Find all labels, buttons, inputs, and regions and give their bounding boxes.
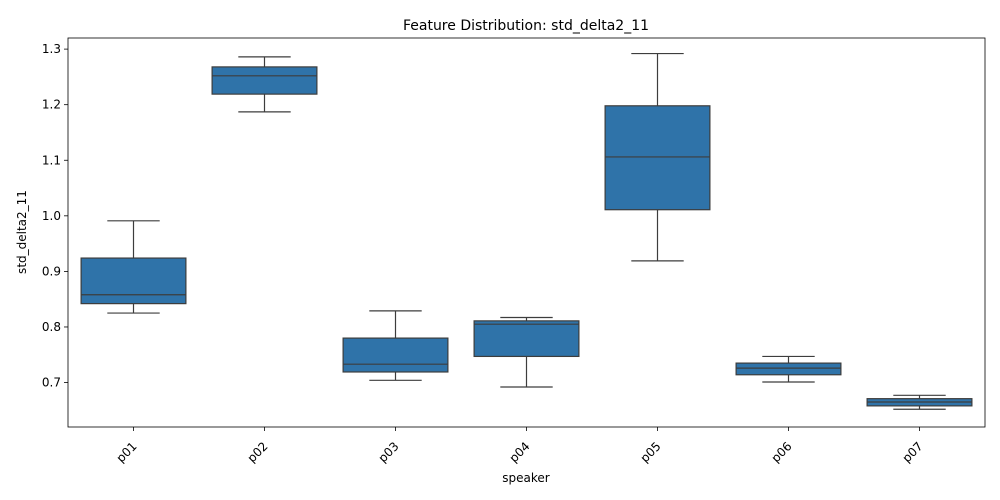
box-p01 xyxy=(80,220,187,314)
box-p07 xyxy=(866,394,973,410)
box-body xyxy=(473,320,580,358)
x-tick-label-p02: p02 xyxy=(245,439,271,465)
box-body xyxy=(342,337,449,373)
y-axis: 0.7 0.8 0.9 1.0 1.1 1.2 1.3 xyxy=(42,42,68,390)
x-tick-label-p06: p06 xyxy=(769,439,795,465)
y-tick-label: 1.1 xyxy=(42,153,61,167)
box-body xyxy=(604,105,711,211)
x-tick-label-p07: p07 xyxy=(900,439,926,465)
x-tick-label-p03: p03 xyxy=(376,439,402,465)
y-tick-label: 0.7 xyxy=(42,376,61,390)
y-axis-label: std_delta2_11 xyxy=(15,190,29,274)
plot-area xyxy=(80,52,973,410)
box-p06 xyxy=(735,355,842,383)
x-tick-label-p05: p05 xyxy=(638,439,664,465)
box-body xyxy=(735,362,842,376)
box-body xyxy=(211,66,318,95)
y-tick-label: 1.0 xyxy=(42,209,61,223)
box-p05 xyxy=(604,52,711,262)
box-p04 xyxy=(473,316,580,388)
y-tick-label: 1.3 xyxy=(42,42,61,56)
y-tick-label: 0.8 xyxy=(42,320,61,334)
x-tick-label-p04: p04 xyxy=(507,439,533,465)
box-p03 xyxy=(342,310,449,381)
x-axis-label: speaker xyxy=(502,471,550,485)
plot-frame xyxy=(67,37,986,428)
y-tick-label: 1.2 xyxy=(42,98,61,112)
box-p02 xyxy=(211,56,318,113)
x-tick-label-p01: p01 xyxy=(114,439,140,465)
box-body xyxy=(80,257,187,305)
chart-title: Feature Distribution: std_delta2_11 xyxy=(403,18,649,34)
x-axis: p01 p02 p03 p04 p05 p06 p07 xyxy=(114,427,926,465)
y-tick-label: 0.9 xyxy=(42,264,61,278)
